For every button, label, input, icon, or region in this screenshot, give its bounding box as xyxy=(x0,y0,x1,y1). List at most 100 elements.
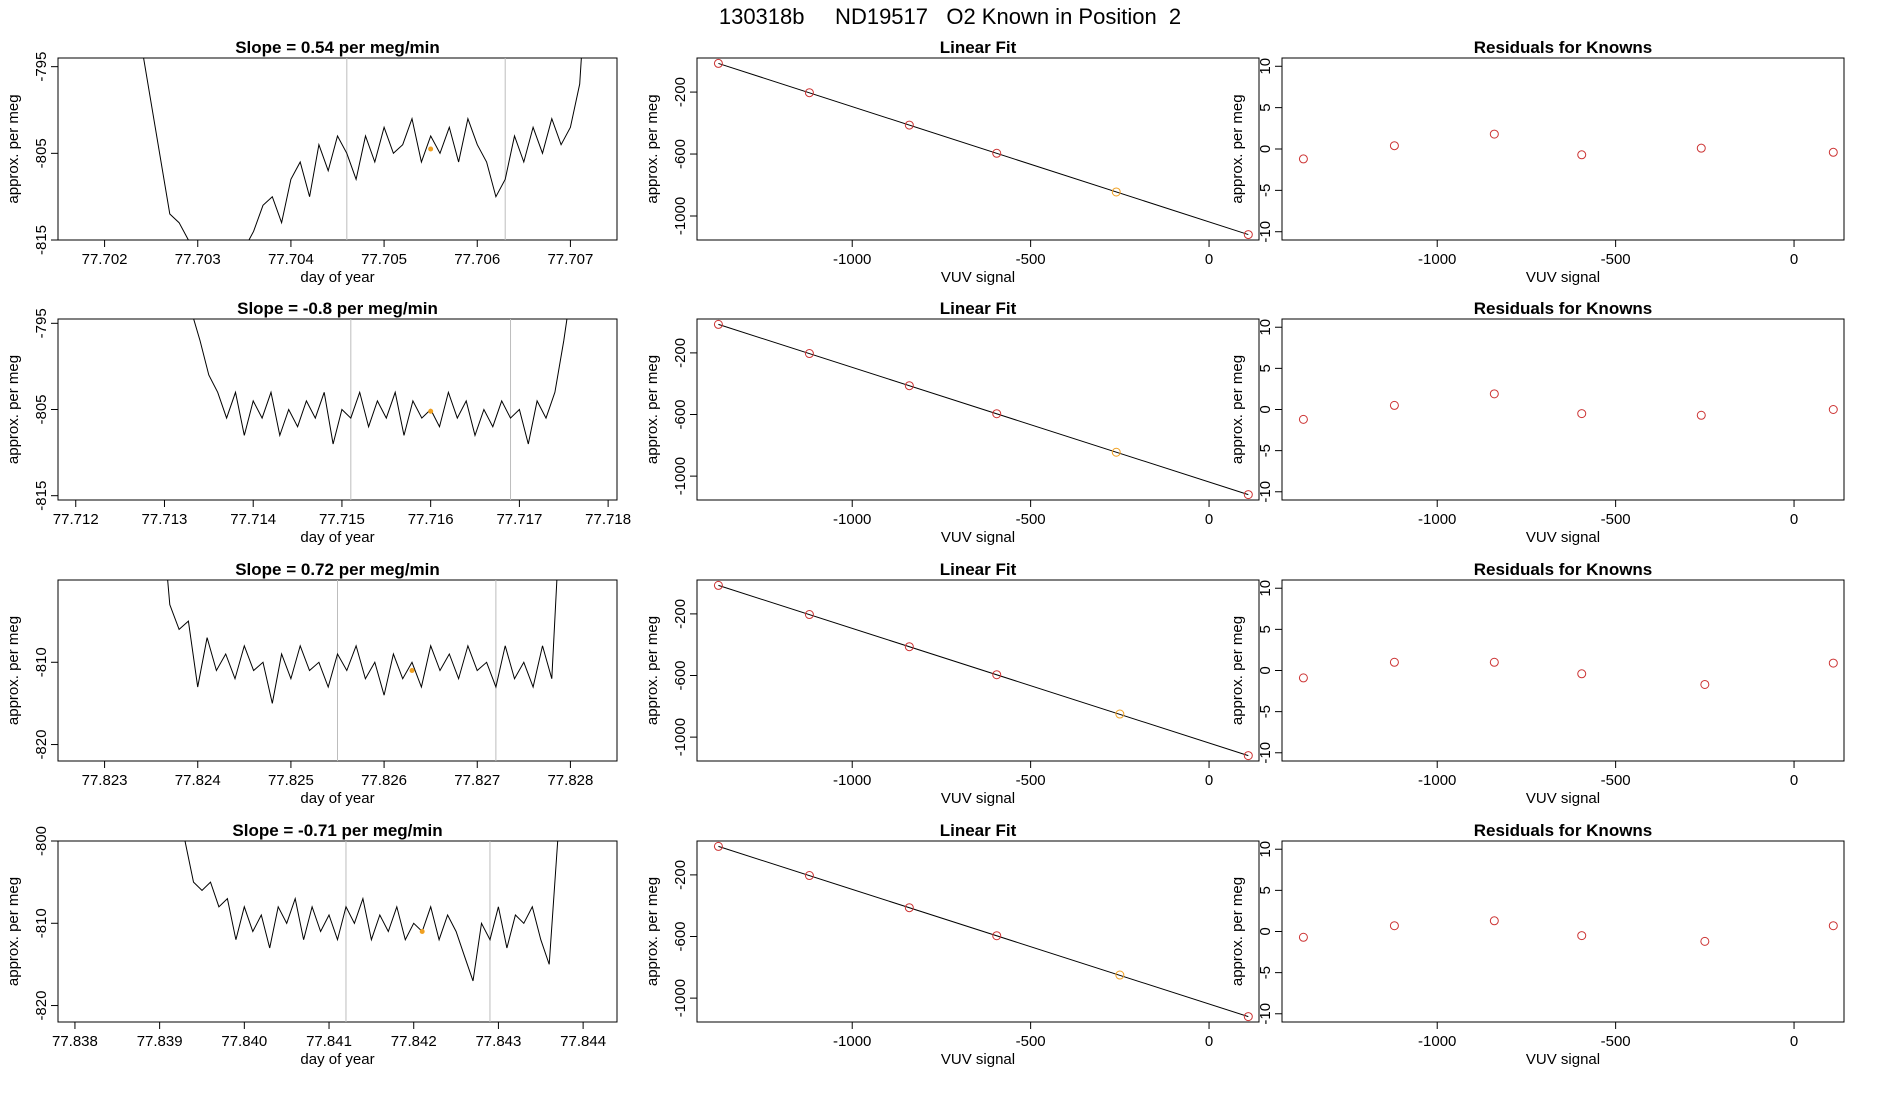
y-tick-label: -200 xyxy=(672,77,689,107)
x-tick-label: -500 xyxy=(1601,251,1631,268)
y-tick-label: -600 xyxy=(672,139,689,169)
data-point xyxy=(1700,679,1710,689)
y-tick-label: -800 xyxy=(33,826,50,856)
x-tick-label: 77.707 xyxy=(547,251,593,268)
x-tick-label: 77.840 xyxy=(221,1033,267,1050)
panel-title: Slope = 0.72 per meg/min xyxy=(235,560,440,579)
x-tick-label: 77.703 xyxy=(175,251,221,268)
y-axis-label: approx. per meg xyxy=(1229,355,1246,464)
x-tick-label: 77.705 xyxy=(361,251,407,268)
x-tick-label: -1000 xyxy=(1418,1033,1456,1050)
data-point xyxy=(1577,150,1587,160)
data-point xyxy=(1489,129,1499,139)
y-tick-label: 10 xyxy=(1257,319,1274,336)
data-point xyxy=(713,58,723,68)
panel-title: Linear Fit xyxy=(940,299,1017,318)
x-tick-label: 0 xyxy=(1205,511,1213,528)
data-point xyxy=(992,931,1002,941)
y-axis-label: approx. per meg xyxy=(1229,616,1246,725)
x-tick-label: 77.702 xyxy=(82,251,128,268)
panel-timeseries-3: Slope = 0.72 per meg/min 77.823 77.824 77.8… xyxy=(5,560,618,807)
x-tick-label: -500 xyxy=(1601,772,1631,789)
plot-frame xyxy=(1281,318,1845,501)
x-tick-label: 77.704 xyxy=(268,251,314,268)
panel-timeseries-4: Slope = -0.71 per meg/min 77.838 77.839 77.… xyxy=(5,821,618,1068)
y-tick-label: 0 xyxy=(1257,145,1274,153)
panel-residuals-3: Residuals for Knowns -1000 -500 0 -10 -5 0 5 10 V… xyxy=(1229,560,1845,807)
y-axis-label: approx. per meg xyxy=(5,616,22,725)
x-axis-label: day of year xyxy=(300,269,374,286)
x-tick-label: -500 xyxy=(1601,511,1631,528)
y-axis-label: approx. per meg xyxy=(644,94,661,203)
y-axis-label: approx. per meg xyxy=(644,877,661,986)
x-tick-label: 77.844 xyxy=(560,1033,606,1050)
y-tick-label: -820 xyxy=(33,991,50,1021)
x-tick-label: -500 xyxy=(1601,1033,1631,1050)
plot-frame xyxy=(57,57,618,241)
x-tick-label: 77.827 xyxy=(454,772,500,789)
x-tick-label: -1000 xyxy=(833,1033,871,1050)
data-point xyxy=(804,349,814,359)
highlighted-point xyxy=(1111,187,1121,197)
x-axis-label: VUV signal xyxy=(941,269,1015,286)
x-axis-label: day of year xyxy=(300,1051,374,1068)
x-tick-label: 77.824 xyxy=(175,772,221,789)
x-axis-label: day of year xyxy=(300,790,374,807)
data-point xyxy=(1389,921,1399,931)
panel-title: Residuals for Knowns xyxy=(1474,560,1653,579)
y-tick-label: -10 xyxy=(1257,742,1274,764)
x-tick-label: 77.826 xyxy=(361,772,407,789)
x-tick-label: 0 xyxy=(1790,1033,1798,1050)
x-tick-label: 0 xyxy=(1790,251,1798,268)
x-tick-label: -1000 xyxy=(833,251,871,268)
x-tick-label: -1000 xyxy=(1418,772,1456,789)
data-point xyxy=(713,580,723,590)
x-tick-label: 77.706 xyxy=(454,251,500,268)
data-point xyxy=(1577,409,1587,419)
y-tick-label: -1000 xyxy=(672,979,689,1017)
x-tick-label: 77.828 xyxy=(547,772,593,789)
y-tick-label: 5 xyxy=(1257,364,1274,372)
data-point xyxy=(1577,931,1587,941)
y-tick-label: 0 xyxy=(1257,666,1274,674)
y-tick-label: -5 xyxy=(1257,966,1274,979)
x-axis-label: VUV signal xyxy=(941,1051,1015,1068)
y-tick-label: -1000 xyxy=(672,718,689,756)
y-tick-label: -600 xyxy=(672,660,689,690)
y-tick-label: -805 xyxy=(33,394,50,424)
x-axis-label: VUV signal xyxy=(1526,269,1600,286)
y-tick-label: 5 xyxy=(1257,103,1274,111)
x-tick-label: 77.716 xyxy=(408,511,454,528)
plot-frame xyxy=(57,840,618,1023)
data-point xyxy=(904,903,914,913)
x-axis-label: VUV signal xyxy=(941,790,1015,807)
x-axis-label: VUV signal xyxy=(1526,529,1600,546)
y-axis-label: approx. per meg xyxy=(644,355,661,464)
y-tick-label: -1000 xyxy=(672,197,689,235)
y-tick-label: 5 xyxy=(1257,625,1274,633)
x-tick-label: 77.838 xyxy=(52,1033,98,1050)
data-point xyxy=(1298,673,1308,683)
x-axis-label: VUV signal xyxy=(1526,790,1600,807)
data-point xyxy=(1389,657,1399,667)
x-tick-label: 0 xyxy=(1205,251,1213,268)
data-point xyxy=(1298,414,1308,424)
panel-fit-3: Linear Fit -1000 -500 0 -1000 -600 -200 VUV sig… xyxy=(644,560,1260,807)
fit-line xyxy=(718,584,1249,757)
y-tick-label: -10 xyxy=(1257,1003,1274,1025)
y-axis-label: approx. per meg xyxy=(5,94,22,203)
y-tick-label: -10 xyxy=(1257,481,1274,503)
panel-title: Residuals for Knowns xyxy=(1474,821,1653,840)
panel-residuals-1: Residuals for Knowns -1000 -500 0 -10 -5 0 5 10 V… xyxy=(1229,38,1845,286)
data-point xyxy=(804,88,814,98)
fit-line xyxy=(718,323,1249,496)
x-tick-label: 77.843 xyxy=(475,1033,521,1050)
panel-fit-1: Linear Fit -1000 -500 0 -1000 -600 -200 VUV sig… xyxy=(644,38,1260,286)
panel-title: Linear Fit xyxy=(940,38,1017,57)
highlighted-point xyxy=(1115,970,1125,980)
x-tick-label: 77.712 xyxy=(53,511,99,528)
y-tick-label: -600 xyxy=(672,921,689,951)
data-point xyxy=(1243,1012,1253,1022)
y-tick-label: -810 xyxy=(33,908,50,938)
